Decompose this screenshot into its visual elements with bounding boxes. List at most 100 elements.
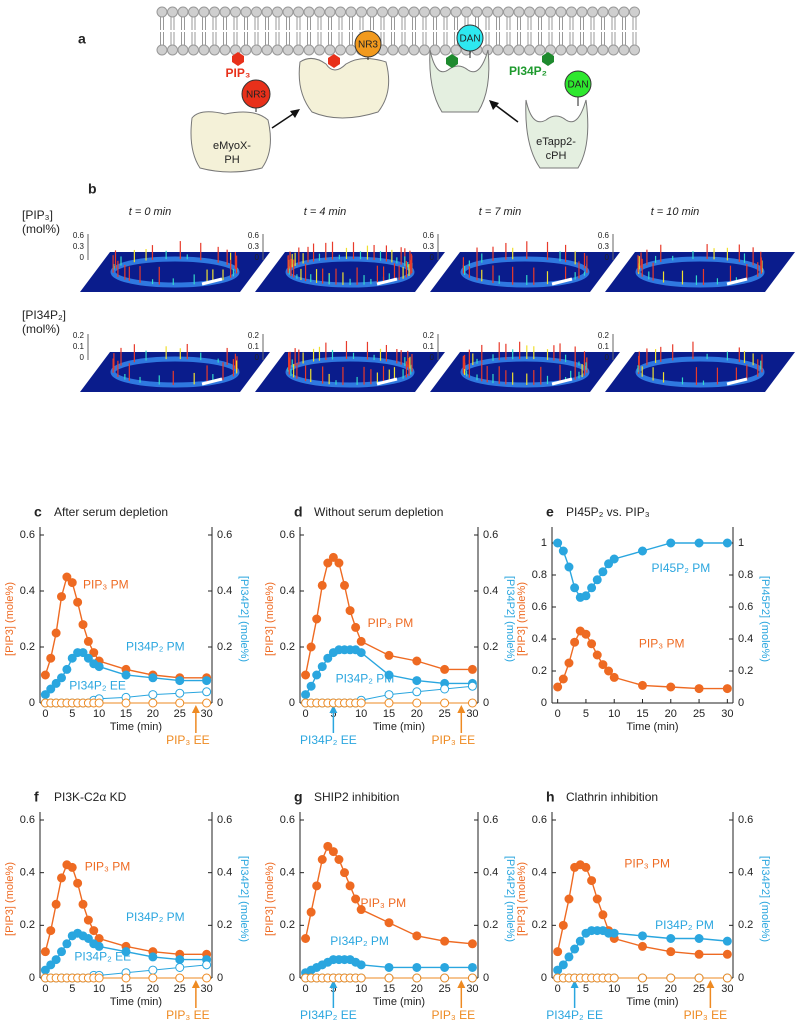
lipid-head [419,44,430,56]
data-point [412,656,422,666]
x-tick-label: 25 [174,708,186,720]
data-point [609,973,619,983]
probe [564,70,592,98]
y-tick-label: 0.4 [532,867,547,879]
x-axis-label: Time (min) [626,996,678,1008]
lipid-head [492,44,504,56]
x-tick-label: 20 [411,983,423,995]
y-tick-label: 0.4 [20,867,35,879]
image-tick-label: 0.6 [73,231,85,240]
y2-axis-label: [PI34P2] (mole%) [238,856,250,942]
lipid-head [492,6,504,18]
data-point [412,676,422,686]
x-tick-label: 30 [721,708,733,720]
lipid-head [303,44,315,56]
y2-tick-label: 0.6 [217,814,232,826]
data-point [638,973,647,983]
data-point [638,941,647,951]
data-point [440,936,450,946]
series-label: PI34P₂ EE [546,1008,603,1021]
probe-label: DAN [567,80,588,91]
annotation-arrow-head [457,705,466,713]
probe [354,30,382,58]
arrow-head [489,100,499,110]
series-label: PIP₃ PM [368,616,414,630]
y-tick-label: 0.2 [532,665,547,677]
y-tick-label: 0.6 [20,814,35,826]
data-point [467,664,477,674]
annotation-arrow-head [706,980,715,988]
data-point [78,648,88,658]
membrane [156,6,640,56]
scale-bar [551,277,573,286]
y2-tick-label: 0.2 [483,919,498,931]
y-tick-label: 0.2 [20,919,35,931]
y-tick-label: 0.6 [20,529,35,541]
lipid-head [408,6,420,18]
data-point [467,698,477,708]
y2-tick-label: 0.4 [217,867,232,879]
arrow-head [290,109,300,118]
data-point [356,960,366,970]
data-point [202,687,212,697]
data-point [467,973,477,983]
data-point [592,650,602,660]
series-label: PI34P₂ PM [336,672,395,686]
panel-label: d [294,504,303,520]
lipid-head [324,6,336,18]
chart-title: SHIP2 inhibition [314,790,399,804]
lipid-head [534,6,546,18]
data-point [94,698,104,708]
y-tick-label: 0 [29,697,35,709]
data-point [587,583,597,593]
lipid-head [261,44,273,56]
x-tick-label: 30 [466,708,478,720]
data-point [587,639,597,649]
x-tick-label: 15 [383,708,395,720]
scale-bar [201,277,223,286]
y-axis-label: [PIP3] (mole%) [516,582,528,656]
data-point [83,636,93,646]
annotation-arrow-head [329,705,338,713]
data-point [592,894,602,904]
lipid-head [440,6,451,18]
data-point [89,648,99,658]
lipid-head [335,44,346,56]
data-point [328,552,338,562]
lipid-head [177,6,189,18]
lipid-head [398,6,409,18]
data-point [89,926,99,936]
data-point [328,847,338,857]
lipid-head [503,6,514,18]
lipid-head [261,6,273,18]
panel-label: g [294,789,303,805]
lipid-head [587,6,598,18]
data-point [57,873,66,883]
x-tick-label: 30 [466,983,478,995]
lipid-head [240,6,252,18]
image-tick-label: 0.6 [598,231,610,240]
lipid-head [232,52,244,66]
data-point [440,684,450,694]
lipid-head [188,44,199,56]
data-point [467,939,477,949]
data-point [694,949,704,959]
x-tick-label: 5 [583,983,589,995]
y-axis-label: [PIP3] (mole%) [4,582,16,656]
x-tick-label: 10 [608,708,620,720]
image-tick-label: 0.3 [423,242,435,251]
lipid-head [240,44,252,56]
lipid-head [324,44,336,56]
data-point [312,881,322,891]
data-point [722,684,732,694]
data-point [553,947,563,957]
series-label: PIP₃ PM [361,896,407,910]
data-point [564,952,574,962]
x-tick-label: 10 [93,708,105,720]
data-point [202,960,212,970]
lipid-head [219,6,231,18]
lipid-head [328,54,340,68]
data-point [317,662,327,672]
x-tick-label: 0 [42,708,48,720]
data-point [609,672,619,682]
